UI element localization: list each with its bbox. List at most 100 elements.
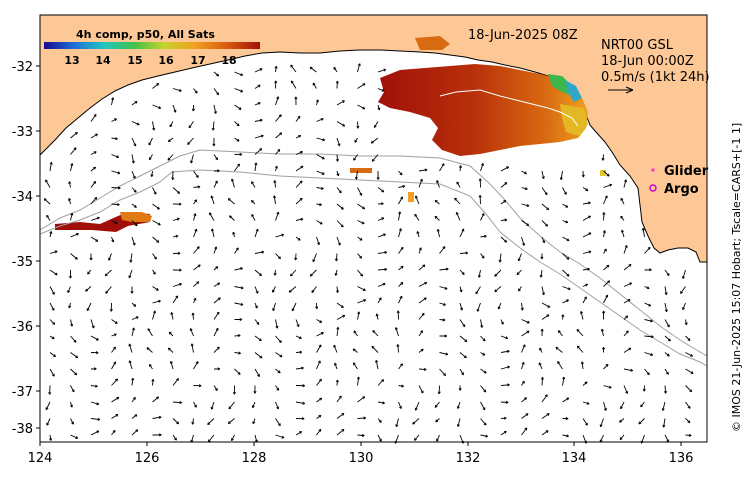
current-arrow (275, 401, 279, 410)
current-arrow (581, 361, 584, 370)
current-arrowhead (352, 348, 356, 352)
current-arrow (193, 264, 201, 271)
current-arrow (357, 83, 366, 89)
current-arrow (685, 319, 687, 325)
current-arrowhead (544, 394, 548, 398)
current-arrowhead (360, 273, 363, 277)
current-arrow (685, 335, 691, 341)
current-arrow (418, 264, 426, 271)
current-arrow (316, 154, 325, 160)
current-arrowhead (648, 303, 652, 307)
current-arrow (562, 314, 564, 320)
current-arrow (336, 314, 346, 320)
current-arrow (131, 397, 136, 403)
current-arrow (395, 327, 399, 337)
current-arrowhead (96, 430, 100, 434)
current-arrowhead (340, 224, 344, 228)
current-arrowhead (620, 406, 623, 410)
current-arrow (312, 82, 317, 89)
current-arrow (90, 197, 98, 205)
current-arrowhead (606, 264, 610, 268)
current-arrow (152, 286, 159, 291)
current-arrowhead (216, 311, 220, 315)
current-arrow (148, 364, 153, 370)
current-arrowhead (49, 438, 53, 441)
current-arrow (680, 286, 686, 294)
current-arrowhead (445, 267, 449, 271)
current-arrowhead (602, 310, 606, 314)
current-arrowhead (381, 217, 385, 221)
current-arrow (439, 319, 446, 321)
current-arrowhead (49, 161, 53, 165)
current-arrow (229, 215, 235, 221)
current-arrowhead (424, 281, 428, 285)
current-arrowhead (298, 336, 302, 340)
current-arrowhead (526, 203, 530, 207)
current-arrowhead (217, 297, 221, 301)
current-arrow (538, 362, 543, 370)
current-arrow (316, 236, 320, 245)
sst-patch-west-orange (120, 212, 152, 222)
current-arrowhead (318, 344, 322, 348)
current-arrow (254, 135, 264, 139)
current-arrow (623, 315, 629, 320)
current-arrow (193, 199, 198, 205)
current-arrowhead (546, 413, 550, 416)
current-arrow (664, 385, 667, 394)
current-arrowhead (400, 196, 403, 200)
current-arrow (500, 384, 510, 386)
current-arrow (316, 220, 323, 225)
current-arrow (357, 121, 359, 129)
current-arrow (111, 97, 114, 106)
current-arrow (521, 362, 525, 370)
current-arrowhead (505, 400, 509, 404)
current-arrow (685, 434, 692, 436)
current-arrow (172, 401, 182, 404)
current-arrowhead (281, 435, 285, 439)
current-arrowhead (483, 422, 487, 426)
current-arrow (521, 427, 528, 436)
current-arrowhead (232, 231, 236, 235)
current-arrow (234, 121, 240, 127)
current-arrowhead (168, 331, 172, 335)
current-arrowhead (151, 378, 155, 382)
current-arrowhead (373, 125, 377, 128)
current-arrowhead (93, 151, 97, 155)
current-arrow (603, 294, 609, 304)
current-arrow (372, 330, 379, 337)
current-arrow (434, 199, 440, 205)
current-arrowhead (237, 334, 241, 338)
y-tick-label: -35 (12, 255, 33, 270)
current-arrow (130, 253, 133, 263)
current-arrowhead (352, 362, 356, 366)
current-arrowhead (506, 166, 510, 170)
current-arrowhead (312, 259, 316, 263)
current-arrowhead (49, 231, 53, 234)
sst-speck (408, 192, 414, 202)
current-arrowhead (434, 215, 438, 219)
current-arrowhead (174, 437, 177, 441)
current-arrowhead (117, 171, 121, 175)
y-tick-label: -34 (12, 190, 33, 205)
current-arrow (111, 430, 116, 436)
current-arrowhead (681, 276, 685, 279)
current-arrowhead (169, 360, 173, 364)
current-arrowhead (238, 351, 241, 355)
current-arrowhead (215, 157, 219, 161)
current-arrow (644, 246, 651, 254)
current-arrowhead (321, 171, 325, 175)
sst-patch-cyan (565, 80, 582, 102)
current-arrow (211, 228, 215, 238)
current-arrowhead (109, 309, 113, 312)
current-arrowhead (251, 200, 254, 203)
current-arrow (152, 121, 155, 131)
current-arrow (582, 202, 591, 205)
current-arrowhead (113, 361, 117, 365)
current-arrow (459, 319, 466, 327)
current-arrowhead (147, 328, 151, 332)
current-arrowhead (318, 428, 322, 432)
current-arrow (644, 335, 654, 338)
sst-speck (600, 170, 606, 176)
current-arrow (131, 377, 134, 386)
current-arrow (295, 180, 303, 188)
